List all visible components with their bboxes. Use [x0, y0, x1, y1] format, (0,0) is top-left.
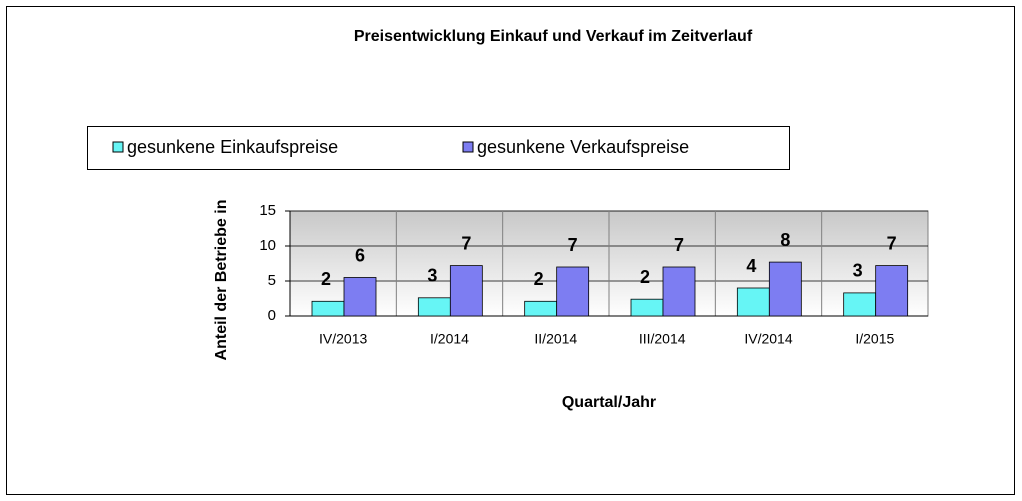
data-label: 8: [780, 230, 790, 250]
bar: [736, 287, 770, 317]
x-tick-label: IV/2013: [319, 331, 367, 347]
legend-label: gesunkene Verkaufspreise: [477, 137, 689, 157]
data-label: 6: [355, 245, 365, 265]
y-tick-label: 5: [268, 272, 276, 289]
data-label: 2: [321, 269, 331, 289]
x-tick-label: II/2014: [534, 331, 577, 347]
legend: [87, 126, 790, 170]
data-label: 2: [534, 269, 544, 289]
legend-label: gesunkene Einkaufspreise: [127, 137, 338, 157]
data-label: 3: [853, 261, 863, 281]
x-tick-label: IV/2014: [744, 331, 792, 347]
legend-swatch: [462, 141, 474, 153]
x-axis-title: Quartal/Jahr: [562, 394, 656, 411]
chart-title: Preisentwicklung Einkauf und Verkauf im …: [354, 28, 753, 45]
x-tick-label: I/2014: [430, 331, 469, 347]
data-label: 7: [887, 233, 897, 253]
x-tick-label: I/2015: [855, 331, 894, 347]
bar: [449, 265, 483, 317]
y-axis-title: Anteil der Betriebe in: [213, 200, 230, 361]
bar: [630, 298, 664, 317]
data-label: 2: [640, 267, 650, 287]
bar: [556, 266, 590, 317]
y-tick-label: 10: [259, 237, 276, 254]
bar: [843, 292, 877, 317]
data-label: 3: [427, 266, 437, 286]
bar: [343, 277, 377, 317]
data-label: 7: [461, 233, 471, 253]
bar: [662, 266, 696, 317]
bar: [768, 261, 802, 317]
bar: [524, 300, 558, 317]
bar: [875, 265, 909, 317]
data-label: 4: [746, 256, 756, 276]
y-tick-label: 15: [259, 202, 276, 219]
data-label: 7: [674, 235, 684, 255]
x-tick-label: III/2014: [639, 331, 686, 347]
bar: [417, 297, 451, 317]
bar: [311, 300, 345, 317]
legend-swatch: [112, 141, 124, 153]
y-tick-label: 0: [268, 307, 276, 324]
data-label: 7: [568, 235, 578, 255]
